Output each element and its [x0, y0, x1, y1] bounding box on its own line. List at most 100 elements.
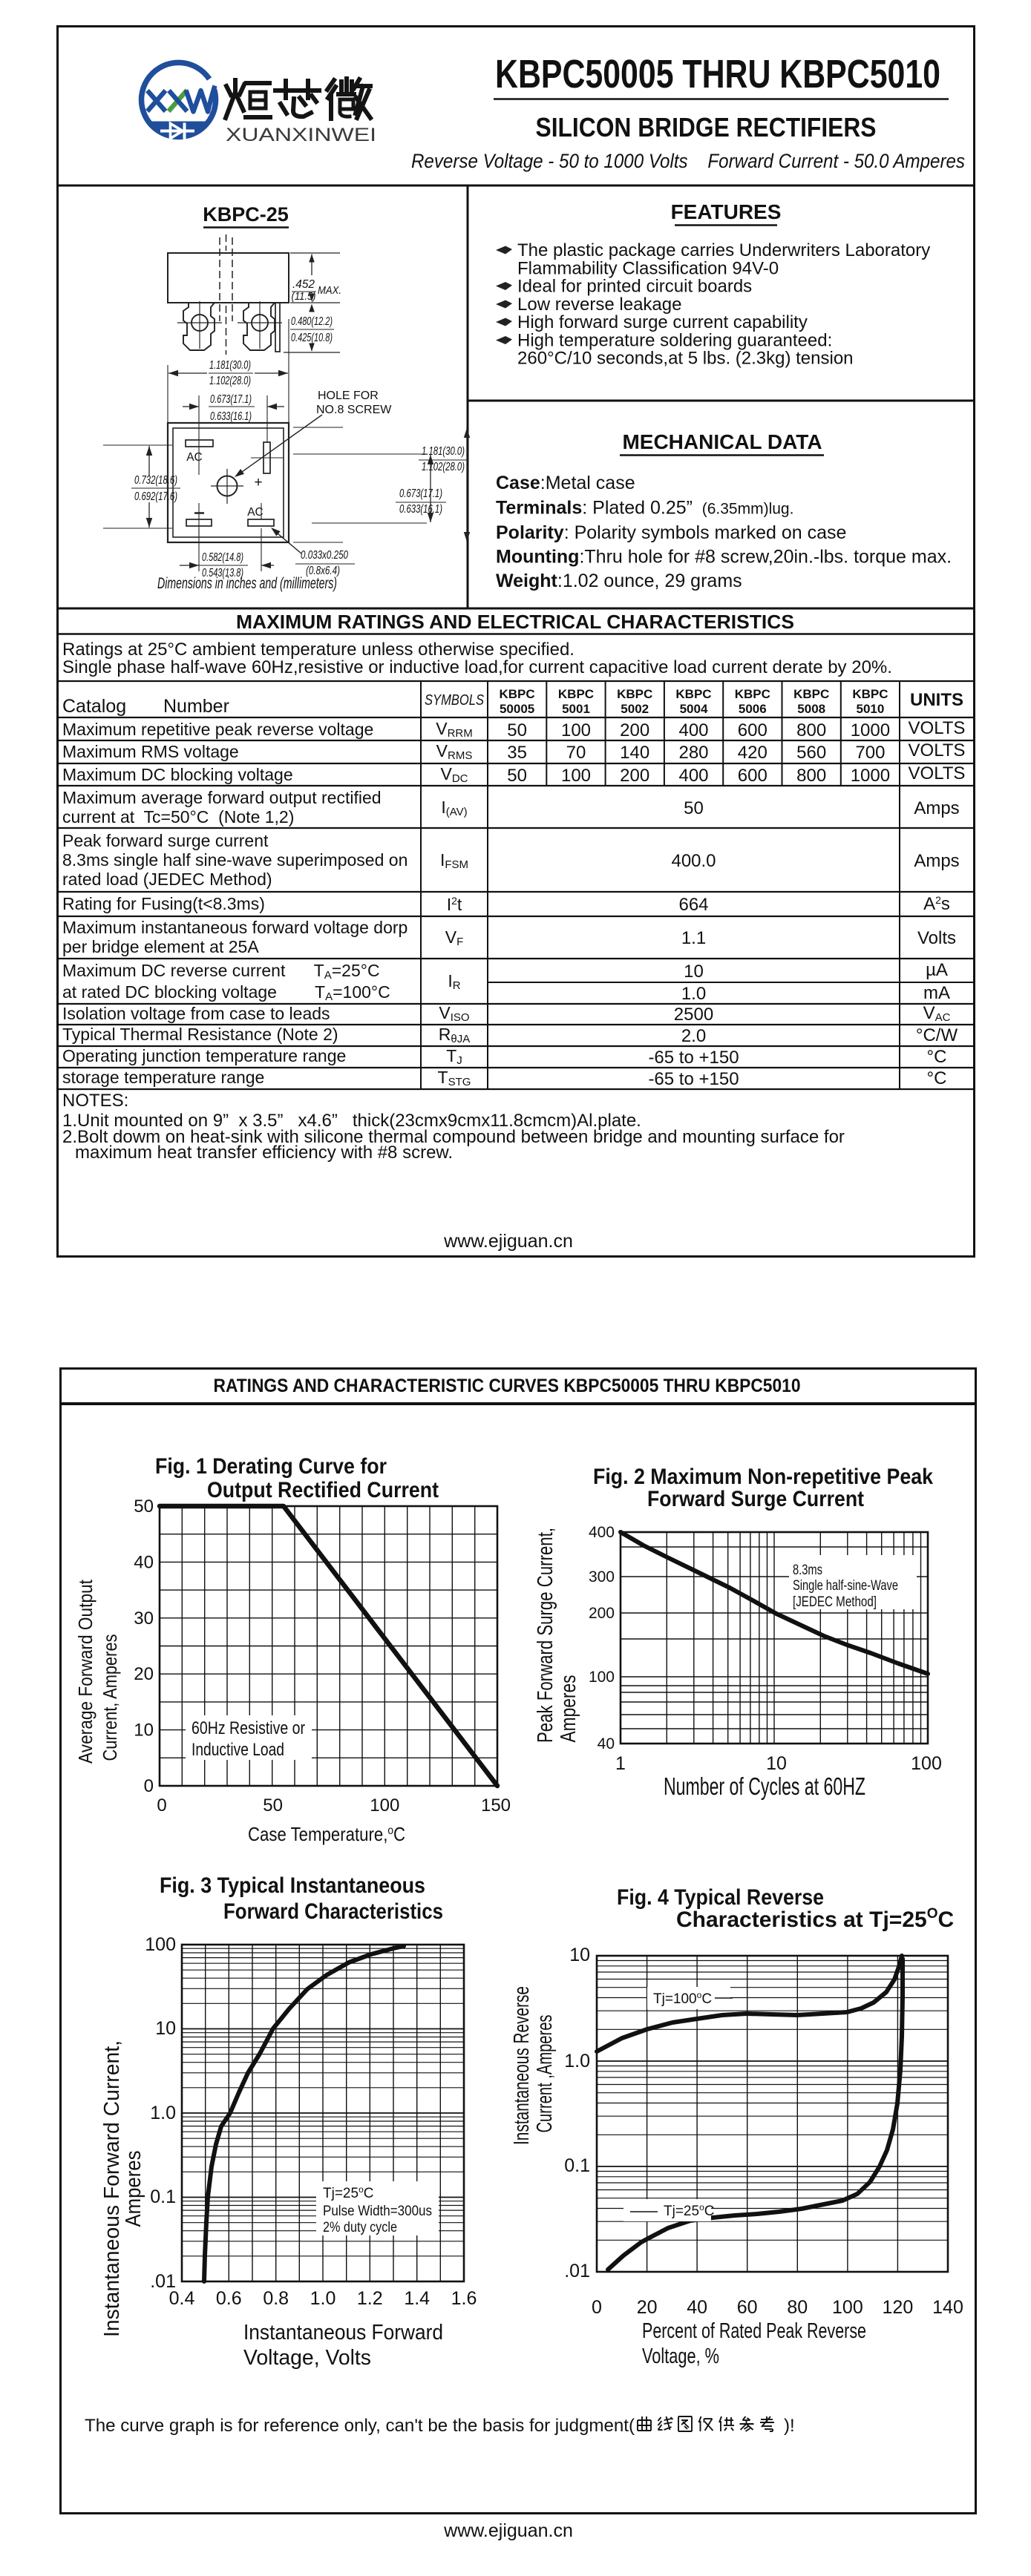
- svg-text:10: 10: [569, 1945, 590, 1965]
- svg-text:KBPC-25: KBPC-25: [203, 203, 289, 226]
- svg-text:Single half-sine-Wave: Single half-sine-Wave: [793, 1578, 898, 1594]
- svg-text:Mounting:Thru hole for #8 scre: Mounting:Thru hole for #8 screw,20in.-lb…: [496, 547, 952, 568]
- svg-text:NO.8 SCREW: NO.8 SCREW: [316, 404, 392, 416]
- svg-text:VOLTS: VOLTS: [909, 718, 966, 738]
- svg-text:8.3ms: 8.3ms: [793, 1563, 822, 1578]
- svg-text:High temperature soldering gua: High temperature soldering guaranteed:: [517, 331, 832, 351]
- svg-text:10: 10: [684, 962, 704, 982]
- svg-text:TSTG: TSTG: [438, 1068, 471, 1088]
- svg-text:Maximum average forward output: Maximum average forward output rectified: [62, 788, 382, 807]
- svg-text:400: 400: [678, 720, 708, 740]
- svg-text:Voltage, Volts: Voltage, Volts: [243, 2346, 371, 2370]
- svg-text:SYMBOLS: SYMBOLS: [425, 692, 485, 709]
- svg-text:Percent of Rated Peak Reverse: Percent of Rated Peak Reverse: [642, 2319, 866, 2343]
- svg-text:FEATURES: FEATURES: [671, 200, 782, 223]
- svg-text:800: 800: [796, 766, 826, 786]
- svg-text:Tj=25oC: Tj=25oC: [664, 2202, 714, 2219]
- svg-text:600: 600: [738, 720, 767, 740]
- svg-text:Number of Cycles at 60HZ: Number of Cycles at 60HZ: [664, 1772, 865, 1800]
- svg-text:0: 0: [144, 1776, 154, 1796]
- svg-text:MAXIMUM RATINGS AND ELECTRICAL: MAXIMUM RATINGS AND ELECTRICAL CHARACTER…: [236, 611, 794, 633]
- svg-text:Current, Amperes: Current, Amperes: [99, 1634, 121, 1761]
- svg-text:mA: mA: [923, 983, 950, 1003]
- svg-text:60: 60: [737, 2297, 758, 2318]
- svg-text:200: 200: [620, 720, 649, 740]
- svg-text:KBPC: KBPC: [558, 687, 594, 701]
- svg-text:100: 100: [370, 1795, 399, 1816]
- svg-text:The plastic package carries Un: The plastic package carries Underwriters…: [517, 240, 930, 260]
- svg-text:400.0: 400.0: [671, 851, 716, 871]
- svg-text:Instantaneous Forward Current,: Instantaneous Forward Current,: [100, 2040, 124, 2337]
- svg-text:Instantaneous Reverse: Instantaneous Reverse: [510, 1986, 534, 2145]
- svg-text:0.8: 0.8: [263, 2288, 289, 2309]
- svg-text:100: 100: [832, 2297, 863, 2318]
- svg-text:Rating for Fusing(t<8.3ms): Rating for Fusing(t<8.3ms): [62, 894, 265, 913]
- svg-text:Maximum RMS voltage: Maximum RMS voltage: [62, 742, 239, 761]
- svg-text:Ideal for printed circuit boar: Ideal for printed circuit boards: [517, 277, 752, 297]
- svg-text:Fig. 1 Derating Curve for: Fig. 1 Derating Curve for: [155, 1454, 387, 1479]
- svg-text:Amperes: Amperes: [557, 1675, 580, 1743]
- svg-text:420: 420: [738, 743, 767, 763]
- svg-text:VOLTS: VOLTS: [909, 763, 966, 783]
- svg-text:NOTES:: NOTES:: [62, 1091, 128, 1111]
- svg-text:.01: .01: [150, 2271, 176, 2292]
- svg-text:0.425(10.8): 0.425(10.8): [291, 332, 333, 344]
- svg-text:Isolation voltage from case to: Isolation voltage from case to leads: [62, 1004, 330, 1023]
- svg-text:40: 40: [687, 2297, 707, 2318]
- svg-text:50005: 50005: [500, 702, 534, 716]
- svg-text:www.ejiguan.cn: www.ejiguan.cn: [443, 2520, 573, 2541]
- svg-text:I(AV): I(AV): [441, 798, 467, 818]
- svg-text:KBPC50005 THRU KBPC5010: KBPC50005 THRU KBPC5010: [495, 52, 940, 96]
- svg-text:Fig. 4 Typical Reverse: Fig. 4 Typical Reverse: [617, 1885, 824, 1910]
- svg-text:8.3ms single half sine-wave su: 8.3ms single half sine-wave superimposed…: [62, 850, 408, 870]
- svg-text:VRMS: VRMS: [436, 741, 473, 762]
- svg-text:5006: 5006: [739, 702, 767, 716]
- svg-text:0.1: 0.1: [150, 2186, 176, 2207]
- svg-text:storage temperature range: storage temperature range: [62, 1068, 264, 1087]
- svg-text:RθJA: RθJA: [439, 1025, 470, 1045]
- svg-text:1.2: 1.2: [357, 2288, 383, 2309]
- svg-text:per bridge element at 25A: per bridge element at 25A: [62, 937, 259, 956]
- svg-text:KBPC: KBPC: [500, 687, 535, 701]
- svg-text:Inductive Load: Inductive Load: [192, 1740, 284, 1760]
- svg-text:100: 100: [561, 766, 591, 786]
- svg-text:Output Rectified Current: Output Rectified Current: [207, 1478, 439, 1502]
- svg-text:Peak Forward Surge Current,: Peak Forward Surge Current,: [534, 1528, 557, 1743]
- svg-text:0: 0: [157, 1795, 166, 1816]
- svg-text:Number: Number: [163, 696, 229, 717]
- svg-text:RATINGS AND CHARACTERISTIC CUR: RATINGS AND CHARACTERISTIC CURVES KBPC50…: [214, 1376, 801, 1396]
- svg-text:Characteristics at Tj=25OC: Characteristics at Tj=25OC: [676, 1906, 954, 1932]
- svg-text:)!: )!: [784, 2416, 795, 2436]
- svg-text:0.033x0.250: 0.033x0.250: [301, 549, 348, 562]
- svg-text:30: 30: [134, 1609, 154, 1629]
- svg-text:UNITS: UNITS: [910, 690, 963, 710]
- svg-text:1.4: 1.4: [404, 2288, 430, 2309]
- svg-text:maximum heat transfer efficien: maximum heat transfer efficiency with #8…: [75, 1143, 453, 1163]
- svg-text:50: 50: [507, 720, 527, 740]
- svg-text:10: 10: [134, 1721, 154, 1741]
- svg-text:MECHANICAL DATA: MECHANICAL DATA: [622, 430, 822, 453]
- svg-text:140: 140: [932, 2297, 963, 2318]
- svg-text:High forward surge current cap: High forward surge current capability: [517, 312, 808, 332]
- svg-text:200: 200: [620, 766, 649, 786]
- svg-text:0.673(17.1): 0.673(17.1): [210, 393, 252, 406]
- svg-text:VF: VF: [445, 927, 464, 948]
- svg-text:AC: AC: [247, 506, 264, 519]
- svg-text:0.673(17.1): 0.673(17.1): [399, 487, 442, 500]
- svg-text:80: 80: [787, 2297, 808, 2318]
- svg-text:2.0: 2.0: [681, 1026, 706, 1046]
- svg-text:140: 140: [620, 743, 649, 763]
- svg-text:I2t: I2t: [447, 895, 462, 914]
- svg-text:1.0: 1.0: [310, 2288, 336, 2309]
- svg-text:100: 100: [145, 1934, 176, 1955]
- svg-text:VAC: VAC: [923, 1003, 951, 1024]
- svg-text:0.6: 0.6: [216, 2288, 242, 2309]
- svg-text:°C: °C: [927, 1068, 947, 1088]
- svg-text:800: 800: [796, 720, 826, 740]
- svg-text:.01: .01: [564, 2261, 590, 2281]
- svg-text:Maximum instantaneous forward: Maximum instantaneous forward voltage do…: [62, 918, 408, 937]
- svg-text:0.480(12.2): 0.480(12.2): [291, 315, 333, 328]
- svg-text:2500: 2500: [674, 1005, 713, 1025]
- svg-text:Amps: Amps: [914, 851, 959, 871]
- svg-text:Operating junction temperature: Operating junction temperature range: [62, 1046, 346, 1065]
